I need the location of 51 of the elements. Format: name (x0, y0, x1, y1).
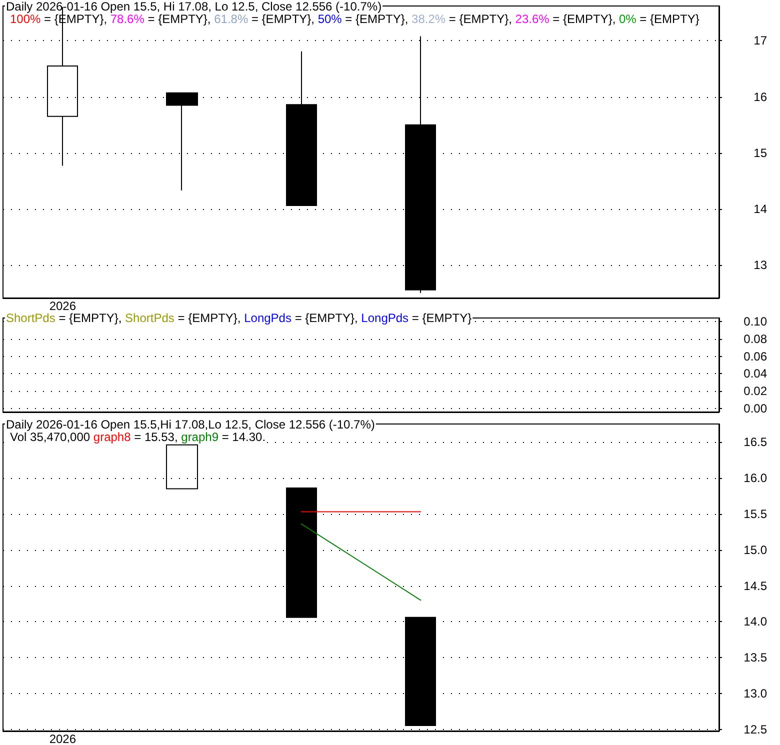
text: = {EMPTY} (640, 12, 700, 26)
legend-label: 0% (618, 12, 637, 26)
text: = {EMPTY}, (448, 12, 512, 26)
text: = {EMPTY}, (294, 311, 358, 325)
x-tick-label: 2026 (49, 732, 76, 745)
y-tick-label: 15.5 (744, 506, 768, 521)
y-tick-label: 14 (754, 202, 768, 216)
text: = {EMPTY} (412, 311, 472, 325)
legend-label: 38.2% (412, 12, 446, 26)
legend-label: 23.6% (515, 12, 550, 26)
text: graph9 (181, 430, 219, 444)
y-tick-label: 0.04 (744, 366, 768, 381)
annotation: = 14.30. (218, 430, 266, 444)
y-tick-label: 0.08 (744, 332, 768, 346)
text: = {EMPTY}, (345, 12, 408, 26)
chart-title: Daily 2026-01-16 Open 15.5,Hi 17.08,Lo 12.5, Close 12.556 (-10.7%) (6, 418, 375, 432)
y-tick-label: 15.0 (744, 542, 768, 557)
y-tick-label: 0.10 (744, 314, 768, 328)
text: graph8 (93, 430, 132, 444)
y-tick-label: 13.5 (744, 650, 768, 665)
y-tick-label: 16 (754, 90, 768, 104)
legend-label: 78.6% (110, 12, 145, 26)
y-tick-label: 0.00 (744, 402, 768, 416)
y-tick-label: 17 (754, 34, 768, 48)
text: Vol 35,470,000 (10, 430, 94, 444)
legend-label: 61.8% (214, 12, 248, 26)
legend-label: ShortPds (125, 311, 174, 325)
legend-label: 50% (318, 12, 342, 26)
text: = {EMPTY}, (58, 311, 122, 325)
y-tick-label: 13 (754, 258, 768, 272)
annotation: = 15.53, (130, 430, 182, 444)
legend-label: LongPds (361, 311, 409, 325)
legend-label: LongPds (244, 311, 292, 325)
text: = {EMPTY}, (178, 311, 241, 325)
y-tick-label: 0.06 (744, 349, 768, 364)
text: = {EMPTY}, (251, 12, 315, 26)
y-tick-label: 14.5 (744, 578, 768, 593)
x-tick-label: 2026 (49, 299, 76, 313)
legend-label: 100% (10, 12, 42, 26)
text: = {EMPTY}, (552, 12, 616, 26)
chart-title: Daily 2026-01-16 Open 15.5, Hi 17.08, Lo 12.5, Close 12.556 (-10.7%) (6, 0, 382, 14)
legend-label: ShortPds (6, 311, 56, 325)
y-tick-label: 0.02 (744, 384, 768, 398)
y-tick-label: 13.0 (744, 686, 768, 701)
y-tick-label: 15 (754, 146, 768, 160)
y-tick-label: 16.0 (744, 470, 768, 485)
y-tick-label: 14.0 (744, 614, 768, 629)
y-tick-label: 16.5 (744, 434, 768, 449)
candlestick (286, 487, 317, 618)
y-tick-label: 12.5 (744, 722, 768, 737)
text: = {EMPTY}, (148, 12, 211, 26)
